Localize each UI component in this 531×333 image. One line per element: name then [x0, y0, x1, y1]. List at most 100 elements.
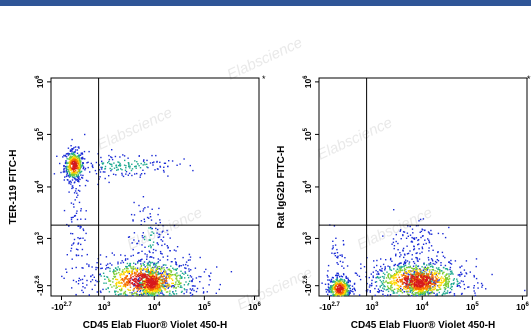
event-dot [424, 268, 426, 270]
event-dot [189, 164, 191, 167]
event-dot [153, 286, 155, 288]
event-dot [72, 185, 74, 187]
event-dot [421, 275, 423, 277]
event-dot [166, 283, 169, 286]
event-dot [95, 279, 97, 282]
event-dot [158, 236, 161, 238]
event-dot [142, 169, 144, 171]
event-dot [327, 276, 329, 278]
event-dot [150, 284, 152, 286]
event-dot [144, 275, 147, 277]
event-dot [402, 231, 405, 233]
event-dot [380, 265, 382, 268]
event-dot [416, 292, 418, 294]
event-dot [404, 278, 407, 281]
event-dot [148, 281, 150, 284]
event-dot [138, 240, 140, 242]
event-dot [143, 218, 145, 220]
event-dot [102, 171, 105, 173]
event-dot [413, 268, 415, 270]
event-dot [445, 279, 447, 282]
event-dot [398, 271, 400, 274]
event-dot [69, 175, 71, 178]
event-dot [334, 287, 337, 289]
event-dot [69, 169, 71, 171]
event-dot [398, 286, 400, 289]
event-dot [398, 294, 400, 297]
event-dot [117, 291, 119, 293]
event-dot [83, 275, 86, 277]
event-dot [448, 226, 450, 229]
event-dot [421, 266, 423, 268]
event-dot [341, 255, 343, 258]
event-dot [136, 161, 138, 163]
event-dot [86, 284, 88, 286]
event-dot [345, 294, 347, 296]
event-dot [159, 277, 161, 279]
event-dot [436, 278, 439, 280]
event-dot [155, 269, 157, 272]
event-dot [166, 267, 168, 269]
event-dot [146, 289, 148, 291]
event-dot [341, 254, 343, 256]
event-dot [149, 275, 151, 278]
event-dot [339, 283, 341, 285]
event-dot [176, 280, 178, 282]
event-dot [384, 269, 386, 271]
event-dot [106, 267, 108, 269]
event-dot [163, 278, 166, 280]
event-dot [418, 293, 420, 295]
event-dot [159, 221, 161, 224]
event-dot [102, 162, 105, 164]
event-dot [210, 272, 212, 274]
event-dot [151, 231, 153, 233]
event-dot [400, 254, 402, 256]
event-dot [136, 279, 139, 281]
event-dot [407, 285, 410, 288]
event-dot [162, 236, 165, 238]
event-dot [174, 258, 176, 260]
event-dot [164, 284, 166, 287]
event-dot [115, 282, 117, 285]
event-dot [416, 280, 418, 282]
event-dot [134, 160, 136, 162]
event-dot [425, 272, 428, 274]
event-dot [396, 271, 398, 273]
event-dot [124, 292, 126, 294]
event-dot [346, 294, 349, 296]
event-dot [369, 290, 371, 292]
event-dot [419, 282, 421, 285]
event-dot [150, 226, 152, 229]
event-dot [402, 282, 404, 285]
event-dot [335, 285, 337, 287]
event-dot [74, 168, 77, 170]
event-dot [72, 243, 74, 245]
event-dot [130, 274, 132, 277]
event-dot [148, 264, 150, 266]
event-dot [353, 283, 356, 285]
event-dot [397, 270, 400, 272]
event-dot [206, 291, 208, 293]
event-dot [394, 273, 396, 275]
event-dot [327, 279, 329, 281]
event-dot [465, 260, 468, 262]
event-dot [414, 269, 416, 272]
event-dot [409, 234, 412, 236]
event-dot [463, 269, 466, 271]
event-dot [456, 283, 458, 285]
event-dot [175, 286, 177, 289]
event-dot [445, 276, 447, 279]
event-dot [406, 293, 409, 295]
event-dot [340, 288, 342, 290]
event-dot [152, 274, 154, 276]
event-dot [358, 275, 361, 277]
event-dot [145, 288, 147, 290]
event-dot [397, 281, 400, 283]
event-dot [75, 170, 77, 172]
event-dot [137, 274, 139, 276]
event-dot [71, 149, 73, 152]
event-dot [77, 179, 80, 182]
event-dot [354, 288, 356, 290]
event-dot [338, 291, 340, 293]
event-dot [122, 261, 125, 264]
